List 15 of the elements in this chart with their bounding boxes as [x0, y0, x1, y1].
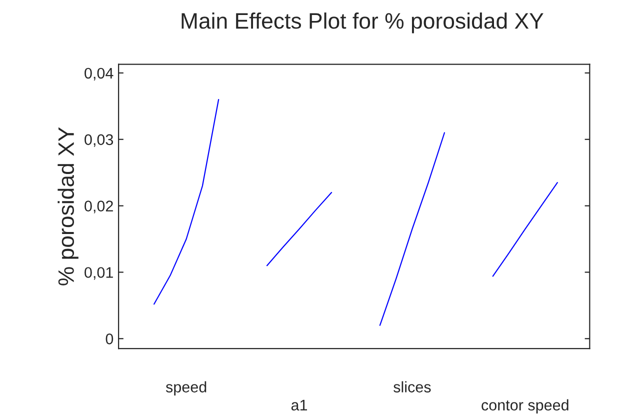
- y-tick-label: 0,02: [84, 200, 113, 214]
- y-tick-label: 0,03: [84, 134, 114, 147]
- x-tick-label: contor speed: [482, 399, 568, 414]
- line-series: [492, 182, 558, 277]
- y-tick-label: 0: [106, 334, 114, 344]
- y-axis-title: % porosidad XY: [58, 127, 78, 286]
- x-tick-label: speed: [166, 381, 206, 396]
- chart-title: Main Effects Plot for % porosidad XY: [182, 12, 544, 34]
- x-tick-label: slices: [394, 381, 431, 392]
- x-tick-label: a1: [291, 400, 308, 411]
- y-tick-label: 0,04: [84, 68, 114, 80]
- line-series: [266, 192, 332, 266]
- line-series: [379, 132, 446, 326]
- line-series: [154, 98, 220, 305]
- y-tick-label: 0,01: [84, 267, 113, 280]
